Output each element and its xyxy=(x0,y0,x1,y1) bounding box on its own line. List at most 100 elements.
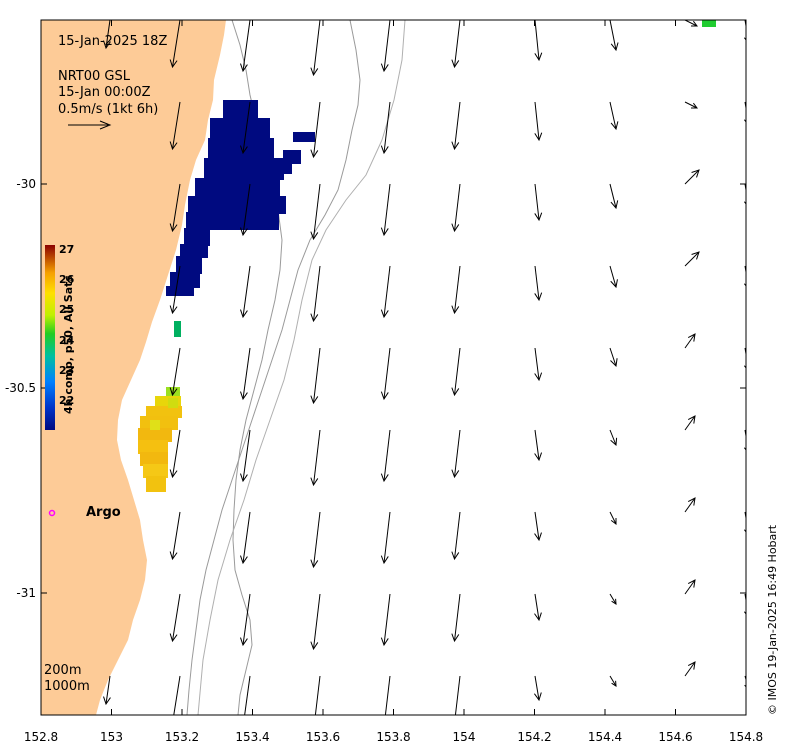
current-arrow xyxy=(310,593,321,651)
current-arrow xyxy=(534,511,542,542)
current-arrow xyxy=(609,593,617,605)
current-arrow xyxy=(451,20,461,69)
isobath-2000m xyxy=(197,20,406,715)
x-tick-label: 153.8 xyxy=(376,730,410,744)
x-tick-label: 153 xyxy=(100,730,123,744)
current-arrow xyxy=(169,265,181,315)
current-arrow xyxy=(380,265,391,319)
current-arrow xyxy=(609,347,618,368)
current-arrow xyxy=(451,511,461,561)
current-arrow xyxy=(684,415,696,431)
current-arrow xyxy=(534,183,543,222)
current-arrow xyxy=(240,593,251,647)
colorbar-tick: 22 xyxy=(59,394,75,407)
current-arrow xyxy=(240,183,251,237)
current-arrow xyxy=(684,251,700,267)
current-arrow xyxy=(609,183,619,210)
current-arrow xyxy=(169,347,181,397)
colorbar-tick: 27 xyxy=(59,243,75,256)
current-arrow xyxy=(684,169,700,185)
current-arrow xyxy=(609,20,619,52)
current-arrow xyxy=(310,101,321,159)
current-arrow xyxy=(380,347,391,401)
current-arrow xyxy=(684,661,696,677)
current-arrow xyxy=(533,675,542,702)
imos-credit: © IMOS 19-Jan-2025 16:49 Hobart xyxy=(766,524,779,715)
current-arrow xyxy=(244,675,251,715)
isobath-1000m xyxy=(186,20,361,715)
current-vectors xyxy=(103,20,746,715)
current-arrow xyxy=(451,429,461,479)
current-arrow xyxy=(609,511,617,525)
sst-green-pixel xyxy=(702,20,716,27)
current-arrow xyxy=(384,675,391,715)
current-arrow xyxy=(169,429,181,479)
current-arrow xyxy=(103,20,111,50)
current-arrow xyxy=(380,20,391,73)
current-arrow xyxy=(169,511,181,561)
current-arrow xyxy=(173,675,181,715)
current-arrow xyxy=(380,101,391,155)
current-arrow xyxy=(169,593,181,643)
arrow-scale-icon xyxy=(68,120,112,130)
x-tick-label: 153.4 xyxy=(235,730,269,744)
current-arrow xyxy=(454,675,461,715)
x-tick-label: 154.6 xyxy=(658,730,692,744)
x-tick-label: 154.8 xyxy=(729,730,763,744)
current-arrow xyxy=(310,265,321,323)
current-arrow xyxy=(534,347,543,382)
x-tick-label: 152.8 xyxy=(24,730,58,744)
current-arrow xyxy=(380,429,391,483)
colorbar-tick: 24 xyxy=(59,334,75,347)
x-axis: 152.8 153 153.2 153.4 153.6 153.8 154 154.2 154.… xyxy=(24,20,763,744)
y-tick-label: -31 xyxy=(16,586,36,600)
current-arrow xyxy=(240,20,251,73)
current-time-label: 15-Jan 00:00Z xyxy=(58,85,151,100)
arrow-scale-label: 0.5m/s (1kt 6h) xyxy=(58,102,159,117)
argo-label: Argo xyxy=(86,505,121,520)
map-timestamp: 15-Jan-2025 18Z xyxy=(58,34,168,49)
current-arrow xyxy=(240,347,251,401)
current-arrow xyxy=(534,429,543,462)
current-arrow xyxy=(314,675,321,715)
current-arrow xyxy=(380,511,391,565)
sst-green-pixel xyxy=(174,321,181,337)
y-tick-label: -30.5 xyxy=(5,381,36,395)
current-arrow xyxy=(310,183,321,241)
x-tick-label: 154 xyxy=(453,730,476,744)
coastline-land xyxy=(41,20,226,715)
current-arrow xyxy=(684,101,698,109)
current-arrow xyxy=(310,511,321,569)
y-axis: -30 -30.5 -31 xyxy=(5,177,746,600)
current-arrow xyxy=(380,593,391,647)
colorbar-tick: 23 xyxy=(59,364,75,377)
current-arrow xyxy=(684,333,696,349)
current-arrow xyxy=(310,429,321,487)
isobath-label-1000m: 1000m xyxy=(44,679,90,694)
current-arrow xyxy=(534,20,543,62)
current-arrow xyxy=(684,497,696,513)
current-arrow xyxy=(684,20,698,27)
current-arrow xyxy=(451,183,461,233)
current-arrow xyxy=(169,101,181,151)
current-product-label: NRT00 GSL xyxy=(58,69,130,84)
current-arrow xyxy=(380,183,391,237)
current-arrow xyxy=(169,183,181,233)
current-arrow xyxy=(609,675,617,687)
colorbar-tick: 26 xyxy=(59,273,75,286)
current-arrow xyxy=(684,579,696,595)
sst-cold-patch xyxy=(166,100,315,296)
current-arrow xyxy=(240,265,251,319)
current-arrow xyxy=(310,20,321,77)
current-arrow xyxy=(169,20,181,69)
isobath-label-200m: 200m xyxy=(44,663,82,678)
current-arrow xyxy=(310,347,321,405)
current-arrow xyxy=(451,347,461,397)
x-tick-label: 154.2 xyxy=(517,730,551,744)
argo-float-icon xyxy=(48,509,56,517)
x-tick-label: 154.4 xyxy=(588,730,622,744)
current-arrow xyxy=(534,593,542,622)
colorbar-tick: 25 xyxy=(59,303,75,316)
colorbar xyxy=(45,245,55,430)
